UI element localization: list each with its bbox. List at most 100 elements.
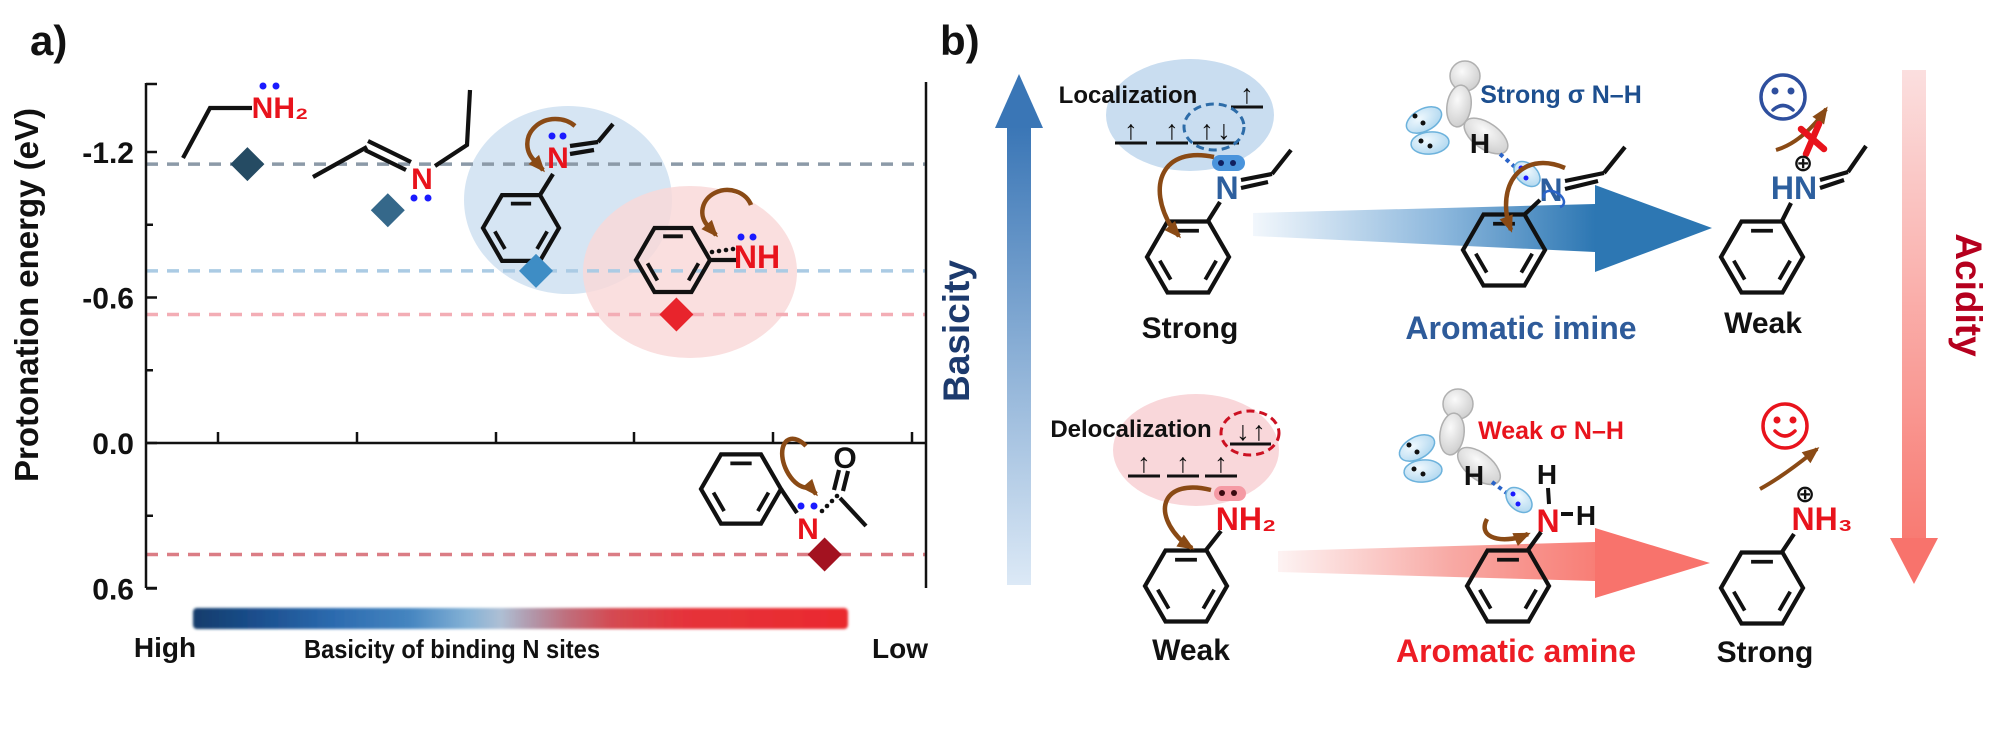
lone-pair-dot <box>424 194 432 202</box>
amine-n-label: N <box>1536 503 1559 539</box>
nh3-label: NH₃ <box>1791 501 1852 537</box>
down-arrowhead-icon <box>1890 538 1938 584</box>
benzene-double-bond <box>1478 588 1493 610</box>
molecule-imine-strong: N Strong <box>1142 148 1293 345</box>
molecule-aniline-weak: NH₂ Weak <box>1142 485 1276 667</box>
benzene-ring <box>1142 548 1230 624</box>
h-bond-dashes-icon <box>1490 480 1510 496</box>
aromatic-imine-n-label: N <box>547 142 569 175</box>
blocked-cross-icon <box>1797 120 1828 158</box>
panel-a: a) Protonation energy (eV) -1.2 -0.6 0.0 0.… <box>8 17 928 664</box>
molecule-alkyl-imine: N <box>311 89 473 202</box>
lone-pair-dot <box>259 82 267 90</box>
donation-arrow-icon <box>1482 517 1531 546</box>
axis-ticks: -1.2 -0.6 0.0 0.6 <box>82 137 914 607</box>
benzene-ring <box>633 225 713 295</box>
right-arrowhead-icon <box>1595 185 1712 272</box>
benzene-double-bond <box>686 262 701 282</box>
nh-label: NH <box>734 239 780 275</box>
benzene-outline <box>1142 548 1230 624</box>
delocalization-label: Delocalization <box>1050 416 1211 443</box>
aromatic-amine-label: Aromatic amine <box>1396 633 1636 669</box>
y-axis-title: Protonation energy (eV) <box>8 108 45 482</box>
molecule-amide: N O <box>698 436 868 546</box>
delocalized-pair-circle-icon <box>1219 409 1281 457</box>
donation-arrow-icon <box>1157 153 1215 239</box>
lone-pair-dot <box>810 502 818 510</box>
resonance-arrow-icon <box>525 116 577 173</box>
data-point-diamond <box>659 297 694 332</box>
lone-pair-highlight <box>1214 486 1246 501</box>
plus-charge-icon: ⊕ <box>1795 481 1815 508</box>
panel-b-label: b) <box>940 17 980 64</box>
data-point-diamond <box>370 193 405 228</box>
weak-label: Weak <box>1724 307 1802 340</box>
benzene-double-bond <box>1201 588 1216 610</box>
h-atom-label: H <box>1470 128 1490 159</box>
spin-up-icon: ↑ <box>1176 448 1190 478</box>
lone-pair-lobe-icon <box>1398 434 1436 462</box>
aromatic-imine-label: Aromatic imine <box>1405 310 1636 346</box>
h-atom-label: H <box>1576 500 1596 531</box>
spin-up-icon: ↑ <box>1165 115 1179 145</box>
spin-up-icon: ↑ <box>1137 448 1151 478</box>
lone-pair-dot <box>272 82 280 90</box>
lone-pair-lobe-icon <box>1403 459 1443 483</box>
y-tick-label: -1.2 <box>82 137 134 170</box>
benzene-double-bond <box>1732 590 1747 612</box>
electron-levels <box>1115 105 1263 145</box>
spin-up-icon: ↑ <box>1252 416 1266 446</box>
donation-arrow-icon <box>1162 485 1212 550</box>
benzene-outline <box>698 452 784 526</box>
panel-b: b) Basicity Acidity Localization <box>936 17 1989 669</box>
data-points <box>230 147 842 572</box>
lone-pair-dot <box>548 132 556 140</box>
imine-n-label: N <box>411 163 433 196</box>
sigma-bond-lobe-icon <box>1456 446 1502 486</box>
acidity-arrow: Acidity <box>1890 70 1989 584</box>
orbital-lobe-icon <box>1439 412 1465 456</box>
strong-sigma-nh-label: Strong σ N–H <box>1480 81 1642 109</box>
basicity-colorbar: High Basicity of binding N sites Low <box>134 608 928 664</box>
lone-pair-highlight <box>1212 155 1245 171</box>
localization-label: Localization <box>1059 82 1198 109</box>
benzene-double-bond <box>1777 259 1792 281</box>
strong-label: Strong <box>1717 636 1814 669</box>
spin-down-icon: ↓ <box>1236 416 1250 446</box>
nh2-label: NH₂ <box>1216 501 1276 537</box>
benzene-double-bond <box>1158 259 1173 281</box>
benzene-ring <box>1718 219 1806 295</box>
benzene-ring <box>1144 219 1232 295</box>
benzene-outline <box>633 225 713 295</box>
weak-label: Weak <box>1152 634 1230 667</box>
hn-label: HN <box>1771 170 1817 206</box>
benzene-double-bond <box>1474 252 1489 274</box>
data-point-diamond <box>519 253 553 288</box>
plus-charge-icon: ⊕ <box>1793 150 1813 177</box>
orbital-weak-nh: H Weak σ N–H <box>1398 388 1624 514</box>
h-atom-label: H <box>1464 460 1484 491</box>
sigma-curl-icon <box>1542 189 1566 209</box>
resonance-arrow-icon <box>700 187 754 238</box>
localized-pair-circle-icon <box>1182 102 1246 152</box>
protonated-imine-weak: ⊕ HN Weak <box>1718 73 1868 340</box>
lone-pair-lobe-icon <box>1410 131 1450 155</box>
benzene-double-bond <box>535 230 549 250</box>
y-tick-label: 0.0 <box>92 428 134 461</box>
benzene-outline <box>1718 550 1806 626</box>
benzene-outline <box>1144 219 1232 295</box>
orbital-lobe-icon <box>1446 84 1472 128</box>
molecule-aromatic-amine-center: H N H Aromatic amine <box>1396 459 1636 669</box>
weak-sigma-nh-label: Weak σ N–H <box>1478 417 1624 445</box>
up-arrowhead-icon <box>995 74 1043 128</box>
imine-beam <box>1253 185 1712 272</box>
spin-down-icon: ↓ <box>1217 115 1231 145</box>
benzene-ring <box>1464 548 1552 624</box>
benzene-outline <box>1464 548 1552 624</box>
amide-o-label: O <box>833 442 856 475</box>
happy-face-icon <box>1761 402 1809 450</box>
right-arrowhead-icon <box>1595 528 1710 598</box>
benzene-double-bond <box>1732 259 1747 281</box>
